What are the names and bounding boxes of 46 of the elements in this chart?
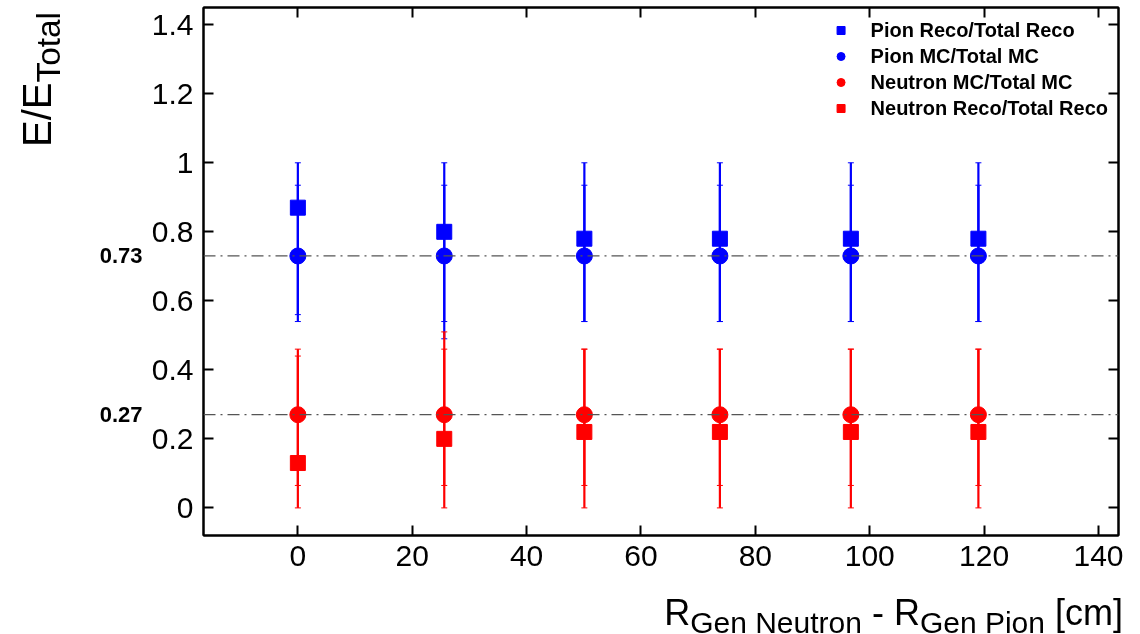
x-tick-label: 40 bbox=[509, 538, 544, 572]
ref-line-label: 0.73 bbox=[99, 243, 143, 269]
point bbox=[711, 406, 729, 424]
x-tick-label: 60 bbox=[624, 538, 658, 572]
legend-label: Neutron MC/Total MC bbox=[870, 69, 1073, 95]
y-tick-label: 1.4 bbox=[151, 7, 194, 41]
legend-label: Pion MC/Total MC bbox=[870, 43, 1040, 69]
point bbox=[435, 406, 453, 424]
point bbox=[289, 406, 307, 424]
point bbox=[842, 230, 859, 247]
legend-label: Pion Reco/Total Reco bbox=[870, 17, 1075, 43]
ref-line-label: 0.27 bbox=[99, 402, 143, 428]
legend-label: Neutron Reco/Total Reco bbox=[870, 95, 1108, 121]
x-tick-label: 0 bbox=[289, 538, 307, 572]
y-tick-label: 0.6 bbox=[151, 283, 194, 317]
point bbox=[970, 230, 987, 247]
y-tick-label: 0 bbox=[176, 490, 194, 524]
x-tick-label: 80 bbox=[738, 538, 773, 572]
point bbox=[711, 230, 728, 247]
point bbox=[576, 230, 593, 247]
point bbox=[575, 247, 593, 265]
x-tick-label: 100 bbox=[844, 538, 895, 572]
point bbox=[435, 247, 453, 265]
point bbox=[842, 423, 859, 440]
x-tick-label: 120 bbox=[959, 538, 1010, 572]
point bbox=[289, 247, 307, 265]
point bbox=[436, 223, 453, 240]
point bbox=[970, 423, 987, 440]
y-tick-label: 1.2 bbox=[151, 76, 194, 110]
point bbox=[289, 199, 306, 216]
y-tick-label: 0.8 bbox=[151, 214, 194, 248]
x-tick-label: 140 bbox=[1073, 538, 1124, 572]
point bbox=[842, 247, 860, 265]
point bbox=[969, 406, 987, 424]
point bbox=[711, 423, 728, 440]
point bbox=[575, 406, 593, 424]
point bbox=[289, 455, 306, 472]
y-tick-label: 0.2 bbox=[151, 421, 194, 455]
point bbox=[711, 247, 729, 265]
point bbox=[576, 423, 593, 440]
point bbox=[842, 406, 860, 424]
y-tick-label: 1 bbox=[176, 145, 194, 179]
point bbox=[436, 430, 453, 447]
x-tick-label: 20 bbox=[395, 538, 429, 572]
x-axis-title: R$_{Gen Neutron}$ - R$_{Gen Pion}$ [cm] bbox=[663, 592, 1123, 634]
y-tick-label: 0.4 bbox=[151, 352, 194, 386]
